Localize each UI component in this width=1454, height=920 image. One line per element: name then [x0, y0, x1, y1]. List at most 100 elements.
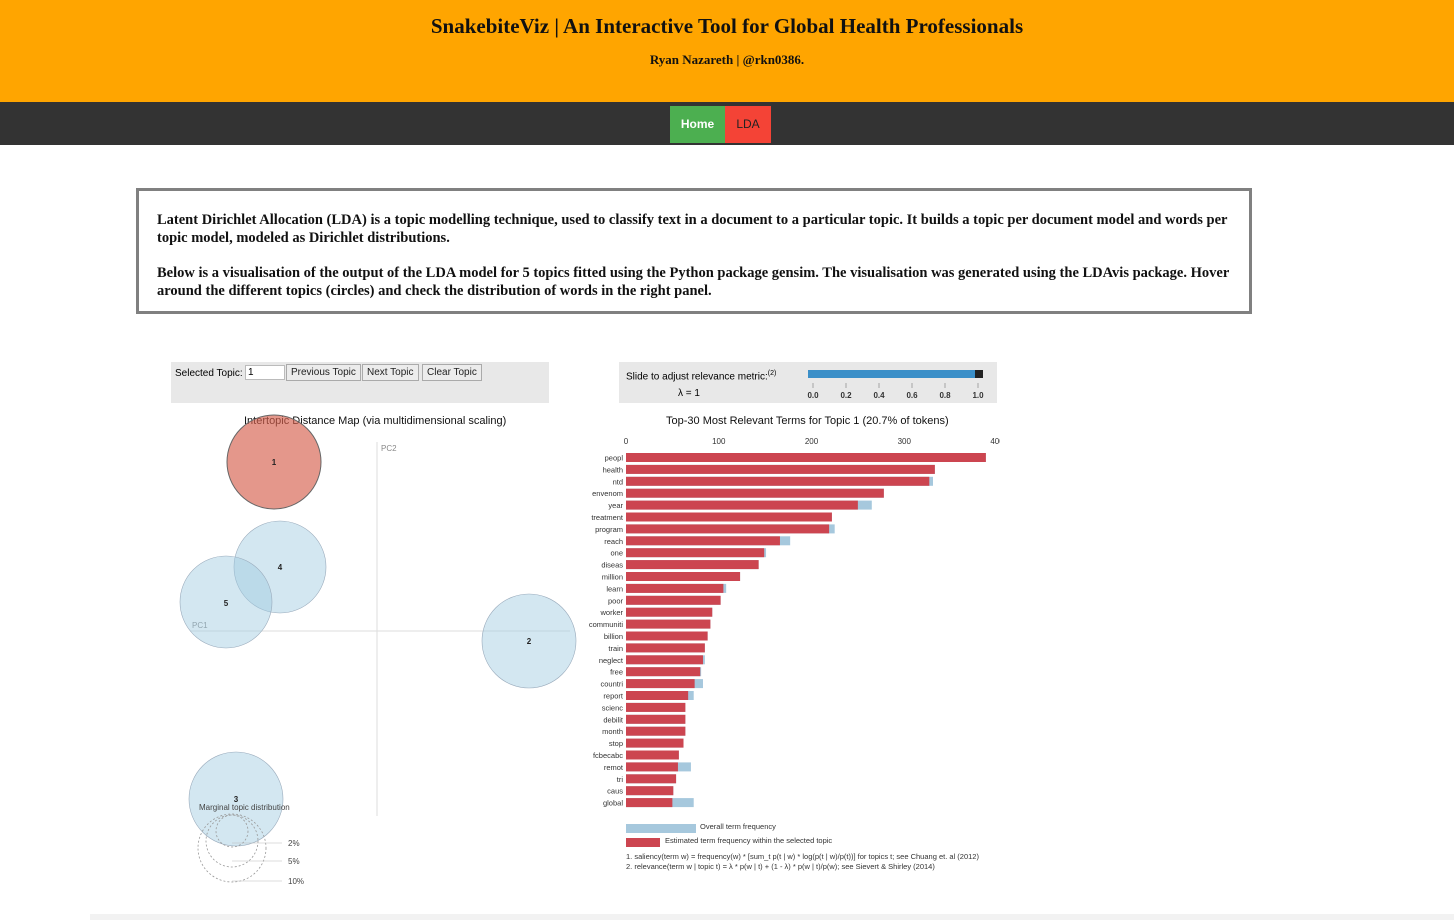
topic-circle-1[interactable] [226, 414, 322, 510]
slider-tick-label: 0.4 [873, 391, 885, 400]
relevance-controls: Slide to adjust relevance metric:(2) λ =… [619, 362, 997, 403]
bars-group: peopl health ntd envenom year treatment progra… [589, 453, 986, 808]
author-line: Ryan Nazareth | @rkn0386. [649, 52, 805, 67]
marginal-legend-5pct: 5% [288, 857, 300, 866]
term-label-peopl: peopl [605, 454, 624, 463]
slider-track[interactable] [808, 370, 983, 378]
term-label-treatment: treatment [591, 513, 624, 522]
bar-estimated-tri [626, 774, 677, 784]
x-tick-label: 0 [624, 437, 629, 446]
term-label-year: year [608, 501, 623, 510]
slider-tick-label: 0.0 [807, 391, 819, 400]
nav-home-button[interactable]: Home [670, 106, 725, 143]
footnote-relevance: 2. relevance(term w | topic t) = λ * p(w… [626, 862, 935, 871]
page-header: SnakebiteViz | An Interactive Tool for G… [0, 0, 1454, 102]
distance-map-title: Intertopic Distance Map (via multidimens… [244, 415, 507, 427]
term-label-billion: billion [604, 632, 623, 641]
page-title: SnakebiteViz | An Interactive Tool for G… [430, 14, 1024, 38]
topic-label-2: 2 [527, 637, 532, 646]
term-label-worker: worker [599, 608, 623, 617]
bar-estimated-communiti [626, 619, 711, 629]
bar-estimated-scienc [626, 702, 686, 712]
term-label-learn: learn [606, 584, 623, 593]
bar-estimated-billion [626, 631, 708, 641]
bar-estimated-stop [626, 738, 684, 748]
term-label-report: report [603, 692, 624, 701]
bar-estimated-month [626, 726, 686, 736]
bar-estimated-fcbecabc [626, 750, 679, 760]
term-label-million: million [602, 573, 623, 582]
nav-bar: Home LDA [0, 102, 1454, 145]
slider-tick-label: 0.8 [939, 391, 951, 400]
bar-estimated-report [626, 691, 689, 700]
term-label-diseas: diseas [601, 561, 623, 570]
bar-estimated-global [626, 798, 673, 808]
bar-estimated-learn [626, 583, 724, 593]
term-label-train: train [608, 644, 623, 653]
term-label-tri: tri [617, 775, 624, 784]
x-axis-ticks: 0 100 200 300 400 [624, 437, 1000, 446]
term-label-remot: remot [604, 763, 624, 772]
legend-overall-label: Overall term frequency [700, 822, 776, 831]
marginal-circle-10pct [197, 813, 267, 883]
clear-topic-button[interactable]: Clear Topic [422, 364, 482, 381]
marginal-distribution-label: Marginal topic distribution [199, 803, 290, 812]
topic-circle-2[interactable] [481, 593, 577, 689]
bar-estimated-treatment [626, 512, 832, 522]
term-label-stop: stop [609, 739, 623, 748]
bar-estimated-reach [626, 536, 780, 546]
term-bar-chart: 0 100 200 300 400 peopl health ntd envenom year t… [589, 437, 1000, 871]
slider-thumb[interactable] [975, 370, 983, 378]
term-label-health: health [603, 465, 623, 474]
marginal-circle-2pct [215, 814, 249, 848]
slider-tick-label: 0.2 [840, 391, 852, 400]
bar-estimated-free [626, 667, 701, 677]
bar-estimated-diseas [626, 560, 759, 570]
term-label-caus: caus [607, 787, 623, 796]
topic-controls: Selected Topic: Previous Topic Next Topi… [171, 362, 549, 403]
bar-estimated-one [626, 548, 765, 558]
term-label-fcbecabc: fcbecabc [593, 751, 623, 760]
term-label-global: global [603, 799, 623, 808]
slider-tick-label: 1.0 [972, 391, 984, 400]
lambda-value: λ = 1 [678, 388, 700, 399]
topic-circle-4[interactable] [233, 520, 327, 614]
term-label-debilit: debilit [603, 715, 624, 724]
previous-topic-button[interactable]: Previous Topic [286, 364, 361, 381]
x-tick-label: 300 [898, 437, 912, 446]
pc1-label: PC1 [192, 621, 208, 630]
term-label-countri: countri [600, 680, 623, 689]
bar-estimated-worker [626, 607, 713, 617]
bar-estimated-train [626, 643, 705, 653]
term-label-one: one [610, 549, 623, 558]
term-label-reach: reach [604, 537, 623, 546]
intertopic-distance-map: PC2 PC1 1 2 3 4 5 Marginal topic distrib… [179, 414, 577, 886]
selected-topic-input[interactable] [245, 365, 285, 380]
bar-estimated-neglect [626, 655, 703, 665]
topic-label-3: 3 [234, 795, 239, 804]
term-label-ntd: ntd [613, 477, 623, 486]
topic-circle-5[interactable] [179, 555, 273, 649]
term-label-free: free [610, 668, 623, 677]
term-label-poor: poor [608, 596, 624, 605]
footnote-saliency: 1. saliency(term w) = frequency(w) * [su… [626, 852, 979, 861]
topic-circle-3[interactable] [188, 751, 284, 847]
topic-label-5: 5 [224, 599, 229, 608]
bar-estimated-countri [626, 679, 695, 689]
bar-estimated-year [626, 500, 858, 510]
bar-estimated-health [626, 464, 935, 474]
x-tick-label: 100 [712, 437, 726, 446]
bar-estimated-caus [626, 786, 674, 796]
next-topic-button[interactable]: Next Topic [362, 364, 419, 381]
bar-estimated-million [626, 572, 741, 581]
marginal-circle-5pct [205, 814, 259, 868]
bar-estimated-envenom [626, 488, 884, 498]
term-label-scienc: scienc [602, 703, 624, 712]
bar-chart-title: Top-30 Most Relevant Terms for Topic 1 (… [666, 415, 949, 427]
term-label-month: month [602, 727, 623, 736]
intro-box: Latent Dirichlet Allocation (LDA) is a t… [136, 188, 1252, 314]
legend-overall-swatch [626, 824, 696, 833]
pc2-label: PC2 [381, 444, 397, 453]
nav-lda-button[interactable]: LDA [725, 106, 771, 143]
intro-paragraph-1: Latent Dirichlet Allocation (LDA) is a t… [157, 212, 1228, 246]
